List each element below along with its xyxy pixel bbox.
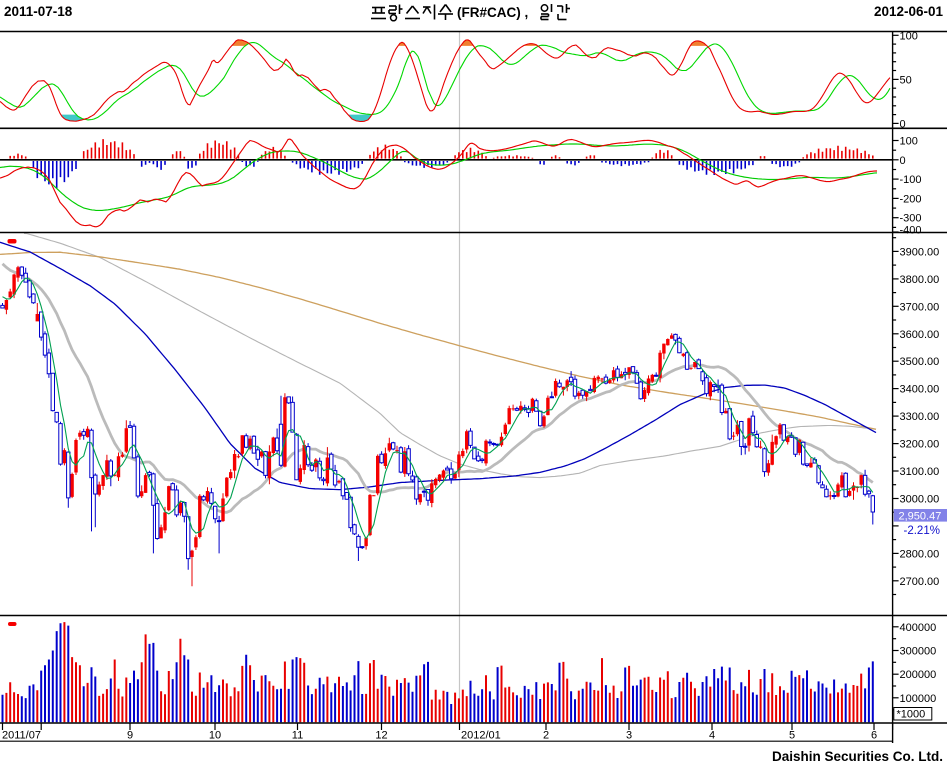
svg-text:-400: -400 [900, 225, 922, 237]
svg-text:2011/07: 2011/07 [2, 730, 41, 742]
svg-text:3200.00: 3200.00 [900, 439, 940, 451]
svg-text:50: 50 [900, 74, 912, 86]
svg-text:200000: 200000 [900, 669, 937, 681]
svg-text:-200: -200 [900, 193, 922, 205]
svg-text:3600.00: 3600.00 [900, 329, 940, 341]
svg-text:3300.00: 3300.00 [900, 411, 940, 423]
svg-text:-300: -300 [900, 213, 922, 225]
svg-text:3800.00: 3800.00 [900, 274, 940, 286]
svg-text:3000.00: 3000.00 [900, 494, 940, 506]
svg-text:5: 5 [789, 730, 795, 742]
svg-text:100: 100 [900, 136, 918, 148]
svg-text:300000: 300000 [900, 646, 937, 658]
svg-text:3400.00: 3400.00 [900, 384, 940, 396]
svg-text:4: 4 [709, 730, 715, 742]
svg-text:2800.00: 2800.00 [900, 548, 940, 560]
svg-text:2012/01: 2012/01 [461, 730, 501, 742]
svg-text:6: 6 [871, 730, 877, 742]
svg-text:9: 9 [127, 730, 133, 742]
svg-text:-100: -100 [900, 174, 922, 186]
svg-text:2: 2 [543, 730, 549, 742]
svg-text:-2.21%: -2.21% [904, 525, 940, 537]
svg-text:(FR#CAC) ,: (FR#CAC) , [457, 5, 528, 20]
svg-text:2011-07-18: 2011-07-18 [4, 4, 73, 19]
svg-text:3: 3 [626, 730, 632, 742]
svg-text:12: 12 [375, 730, 387, 742]
svg-text:2,950.47: 2,950.47 [899, 510, 942, 522]
svg-text:3100.00: 3100.00 [900, 466, 940, 478]
svg-text:2700.00: 2700.00 [900, 576, 940, 588]
svg-text:2012-06-01: 2012-06-01 [874, 4, 944, 19]
svg-text:3700.00: 3700.00 [900, 301, 940, 313]
svg-text:*1000: *1000 [897, 709, 926, 721]
svg-text:11: 11 [292, 730, 303, 742]
svg-text:3500.00: 3500.00 [900, 356, 940, 368]
svg-text:100: 100 [900, 30, 918, 42]
svg-text:0: 0 [900, 118, 906, 130]
svg-text:0: 0 [900, 155, 906, 167]
svg-text:3900.00: 3900.00 [900, 246, 940, 258]
svg-text:10: 10 [209, 730, 221, 742]
svg-text:Daishin Securities Co. Ltd.: Daishin Securities Co. Ltd. [772, 749, 943, 764]
svg-text:100000: 100000 [900, 693, 937, 705]
svg-text:400000: 400000 [900, 622, 937, 634]
